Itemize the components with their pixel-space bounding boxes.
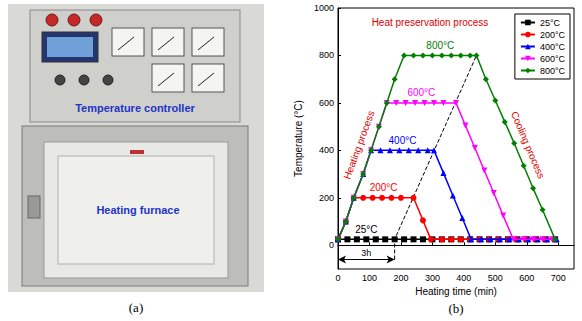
- svg-text:Cooling process: Cooling process: [509, 110, 547, 180]
- svg-text:600: 600: [319, 98, 334, 108]
- svg-text:3h: 3h: [361, 248, 371, 258]
- svg-text:400: 400: [456, 273, 471, 283]
- svg-text:Heating process: Heating process: [341, 109, 376, 181]
- svg-text:200°C: 200°C: [370, 182, 398, 193]
- svg-text:Temperature (°C): Temperature (°C): [293, 100, 304, 177]
- svg-text:800°C: 800°C: [540, 66, 566, 76]
- svg-text:200: 200: [393, 273, 408, 283]
- svg-text:600°C: 600°C: [540, 54, 566, 64]
- svg-text:800: 800: [319, 50, 334, 60]
- svg-text:(b): (b): [448, 301, 463, 316]
- svg-text:300: 300: [425, 273, 440, 283]
- svg-text:0: 0: [329, 240, 334, 250]
- svg-text:Heat preservation process: Heat preservation process: [372, 17, 489, 28]
- svg-text:Temperature controller: Temperature controller: [75, 102, 195, 114]
- svg-text:600: 600: [519, 273, 534, 283]
- svg-text:Heating time (min): Heating time (min): [415, 286, 497, 297]
- svg-text:25°C: 25°C: [540, 18, 561, 28]
- svg-text:0: 0: [335, 273, 340, 283]
- svg-text:400°C: 400°C: [540, 42, 566, 52]
- svg-text:600°C: 600°C: [407, 87, 435, 98]
- svg-text:500: 500: [488, 273, 503, 283]
- svg-text:400: 400: [319, 145, 334, 155]
- svg-text:(a): (a): [129, 300, 143, 315]
- svg-text:200: 200: [319, 193, 334, 203]
- svg-text:Heating furnace: Heating furnace: [96, 204, 179, 216]
- svg-text:1000: 1000: [314, 3, 334, 13]
- svg-text:700: 700: [551, 273, 566, 283]
- svg-text:800°C: 800°C: [426, 40, 454, 51]
- svg-text:100: 100: [362, 273, 377, 283]
- svg-text:25°C: 25°C: [355, 224, 377, 235]
- svg-text:400°C: 400°C: [389, 135, 417, 146]
- svg-text:200°C: 200°C: [540, 30, 566, 40]
